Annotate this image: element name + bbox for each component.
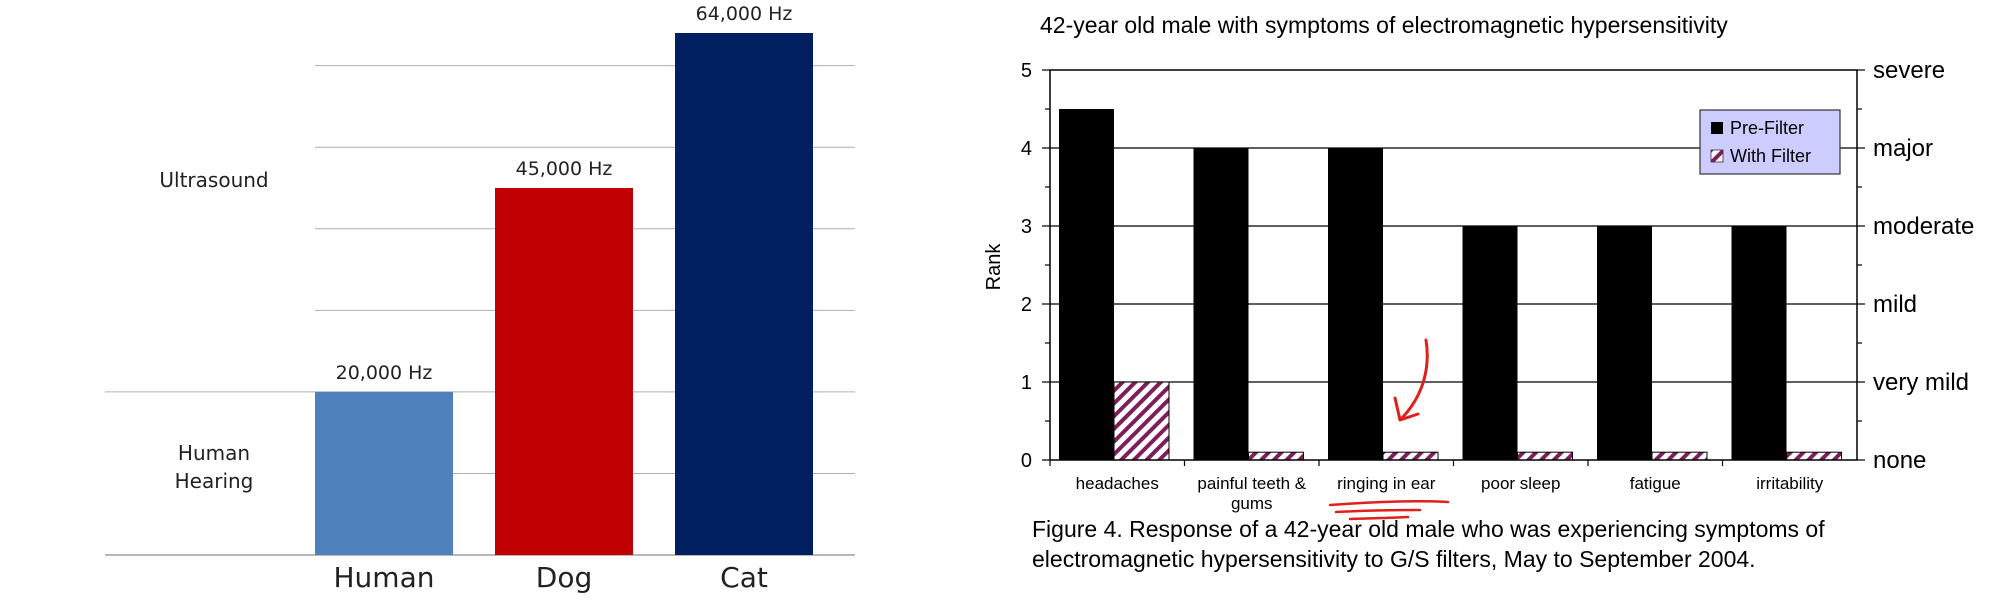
legend-swatch-pre-filter — [1711, 122, 1723, 134]
red-arrow-icon — [1393, 338, 1429, 422]
legend-box — [1699, 109, 1841, 175]
bar-with-filter — [1113, 381, 1170, 461]
hand-drawn-annotation — [1328, 338, 1450, 521]
category-label: painful teeth & — [1197, 474, 1306, 493]
legend-swatch-with-filter — [1710, 149, 1724, 163]
figure-caption: Figure 4. Response of a 42-year old male… — [1032, 516, 1825, 572]
value-label-cat: 64,000 Hz — [696, 3, 793, 25]
legend-label-with-filter: With Filter — [1730, 146, 1811, 166]
severity-tick-label: none — [1873, 447, 1926, 474]
category-label: fatigue — [1630, 474, 1681, 493]
bar-human — [315, 391, 453, 555]
caption-line-2: electromagnetic hypersensitivity to G/S … — [1032, 546, 1756, 572]
category-label: headaches — [1076, 474, 1159, 493]
bar-pre-filter — [1731, 226, 1787, 460]
legend-label-pre-filter: Pre-Filter — [1730, 118, 1804, 138]
left-gridlines — [105, 65, 855, 556]
y-tick-label: 1 — [1021, 372, 1032, 394]
y-axis-label: Rank — [983, 243, 1005, 291]
severity-tick-label: moderate — [1873, 213, 1974, 240]
region-label-ultrasound: Ultrasound — [159, 168, 268, 192]
bar-pre-filter — [1059, 109, 1114, 460]
y-tick-labels: 0 1 2 3 4 5 — [1021, 60, 1032, 472]
bar-with-filter — [1248, 451, 1304, 461]
value-label-dog: 45,000 Hz — [516, 158, 613, 180]
severity-tick-labels: none very mild mild moderate major severe — [1873, 57, 1974, 474]
plot-frame — [1049, 69, 1858, 461]
bar-with-filter — [1651, 451, 1708, 461]
bar-pre-filter — [1193, 148, 1249, 460]
right-bars — [1059, 109, 1842, 461]
category-label: gums — [1231, 494, 1273, 513]
severity-tick-label: severe — [1873, 57, 1945, 84]
left-bars — [315, 33, 813, 555]
category-label: irritability — [1756, 474, 1824, 493]
severity-tick-label: very mild — [1873, 369, 1969, 396]
region-label-hearing: Hearing — [175, 469, 254, 493]
chart-title: 42-year old male with symptoms of electr… — [1040, 12, 1728, 38]
bar-dog — [495, 187, 633, 555]
bar-with-filter — [1382, 451, 1439, 461]
bar-pre-filter — [1462, 226, 1518, 460]
bar-cat — [675, 33, 813, 555]
legend: Pre-Filter With Filter — [1699, 109, 1841, 175]
y-tick-label: 3 — [1021, 216, 1032, 238]
bar-with-filter — [1517, 451, 1573, 461]
category-label-dog: Dog — [536, 561, 592, 594]
left-value-labels: 20,000 Hz 45,000 Hz 64,000 Hz — [336, 3, 793, 384]
severity-tick-label: major — [1873, 135, 1933, 162]
value-label-human: 20,000 Hz — [336, 362, 433, 384]
ehs-symptom-chart: 42-year old male with symptoms of electr… — [983, 12, 1974, 572]
caption-line-1: Figure 4. Response of a 42-year old male… — [1032, 516, 1825, 542]
category-label: ringing in ear — [1337, 474, 1436, 493]
y-tick-label: 5 — [1021, 60, 1032, 82]
y-tick-label: 4 — [1021, 138, 1032, 160]
bar-with-filter — [1786, 451, 1842, 461]
category-label-human: Human — [334, 561, 435, 594]
bar-pre-filter — [1597, 226, 1652, 460]
y-tick-label: 0 — [1021, 450, 1032, 472]
red-underline-icon — [1328, 499, 1450, 521]
left-category-labels: Human Dog Cat — [334, 561, 768, 594]
category-label-cat: Cat — [720, 561, 768, 594]
region-label-human: Human — [178, 441, 250, 465]
symptom-category-labels: headaches painful teeth &gums ringing in e… — [1076, 474, 1824, 513]
severity-tick-label: mild — [1873, 291, 1917, 318]
y-tick-label: 2 — [1021, 294, 1032, 316]
category-label: poor sleep — [1481, 474, 1560, 493]
bar-pre-filter — [1328, 148, 1383, 460]
right-gridlines — [1042, 69, 1865, 466]
